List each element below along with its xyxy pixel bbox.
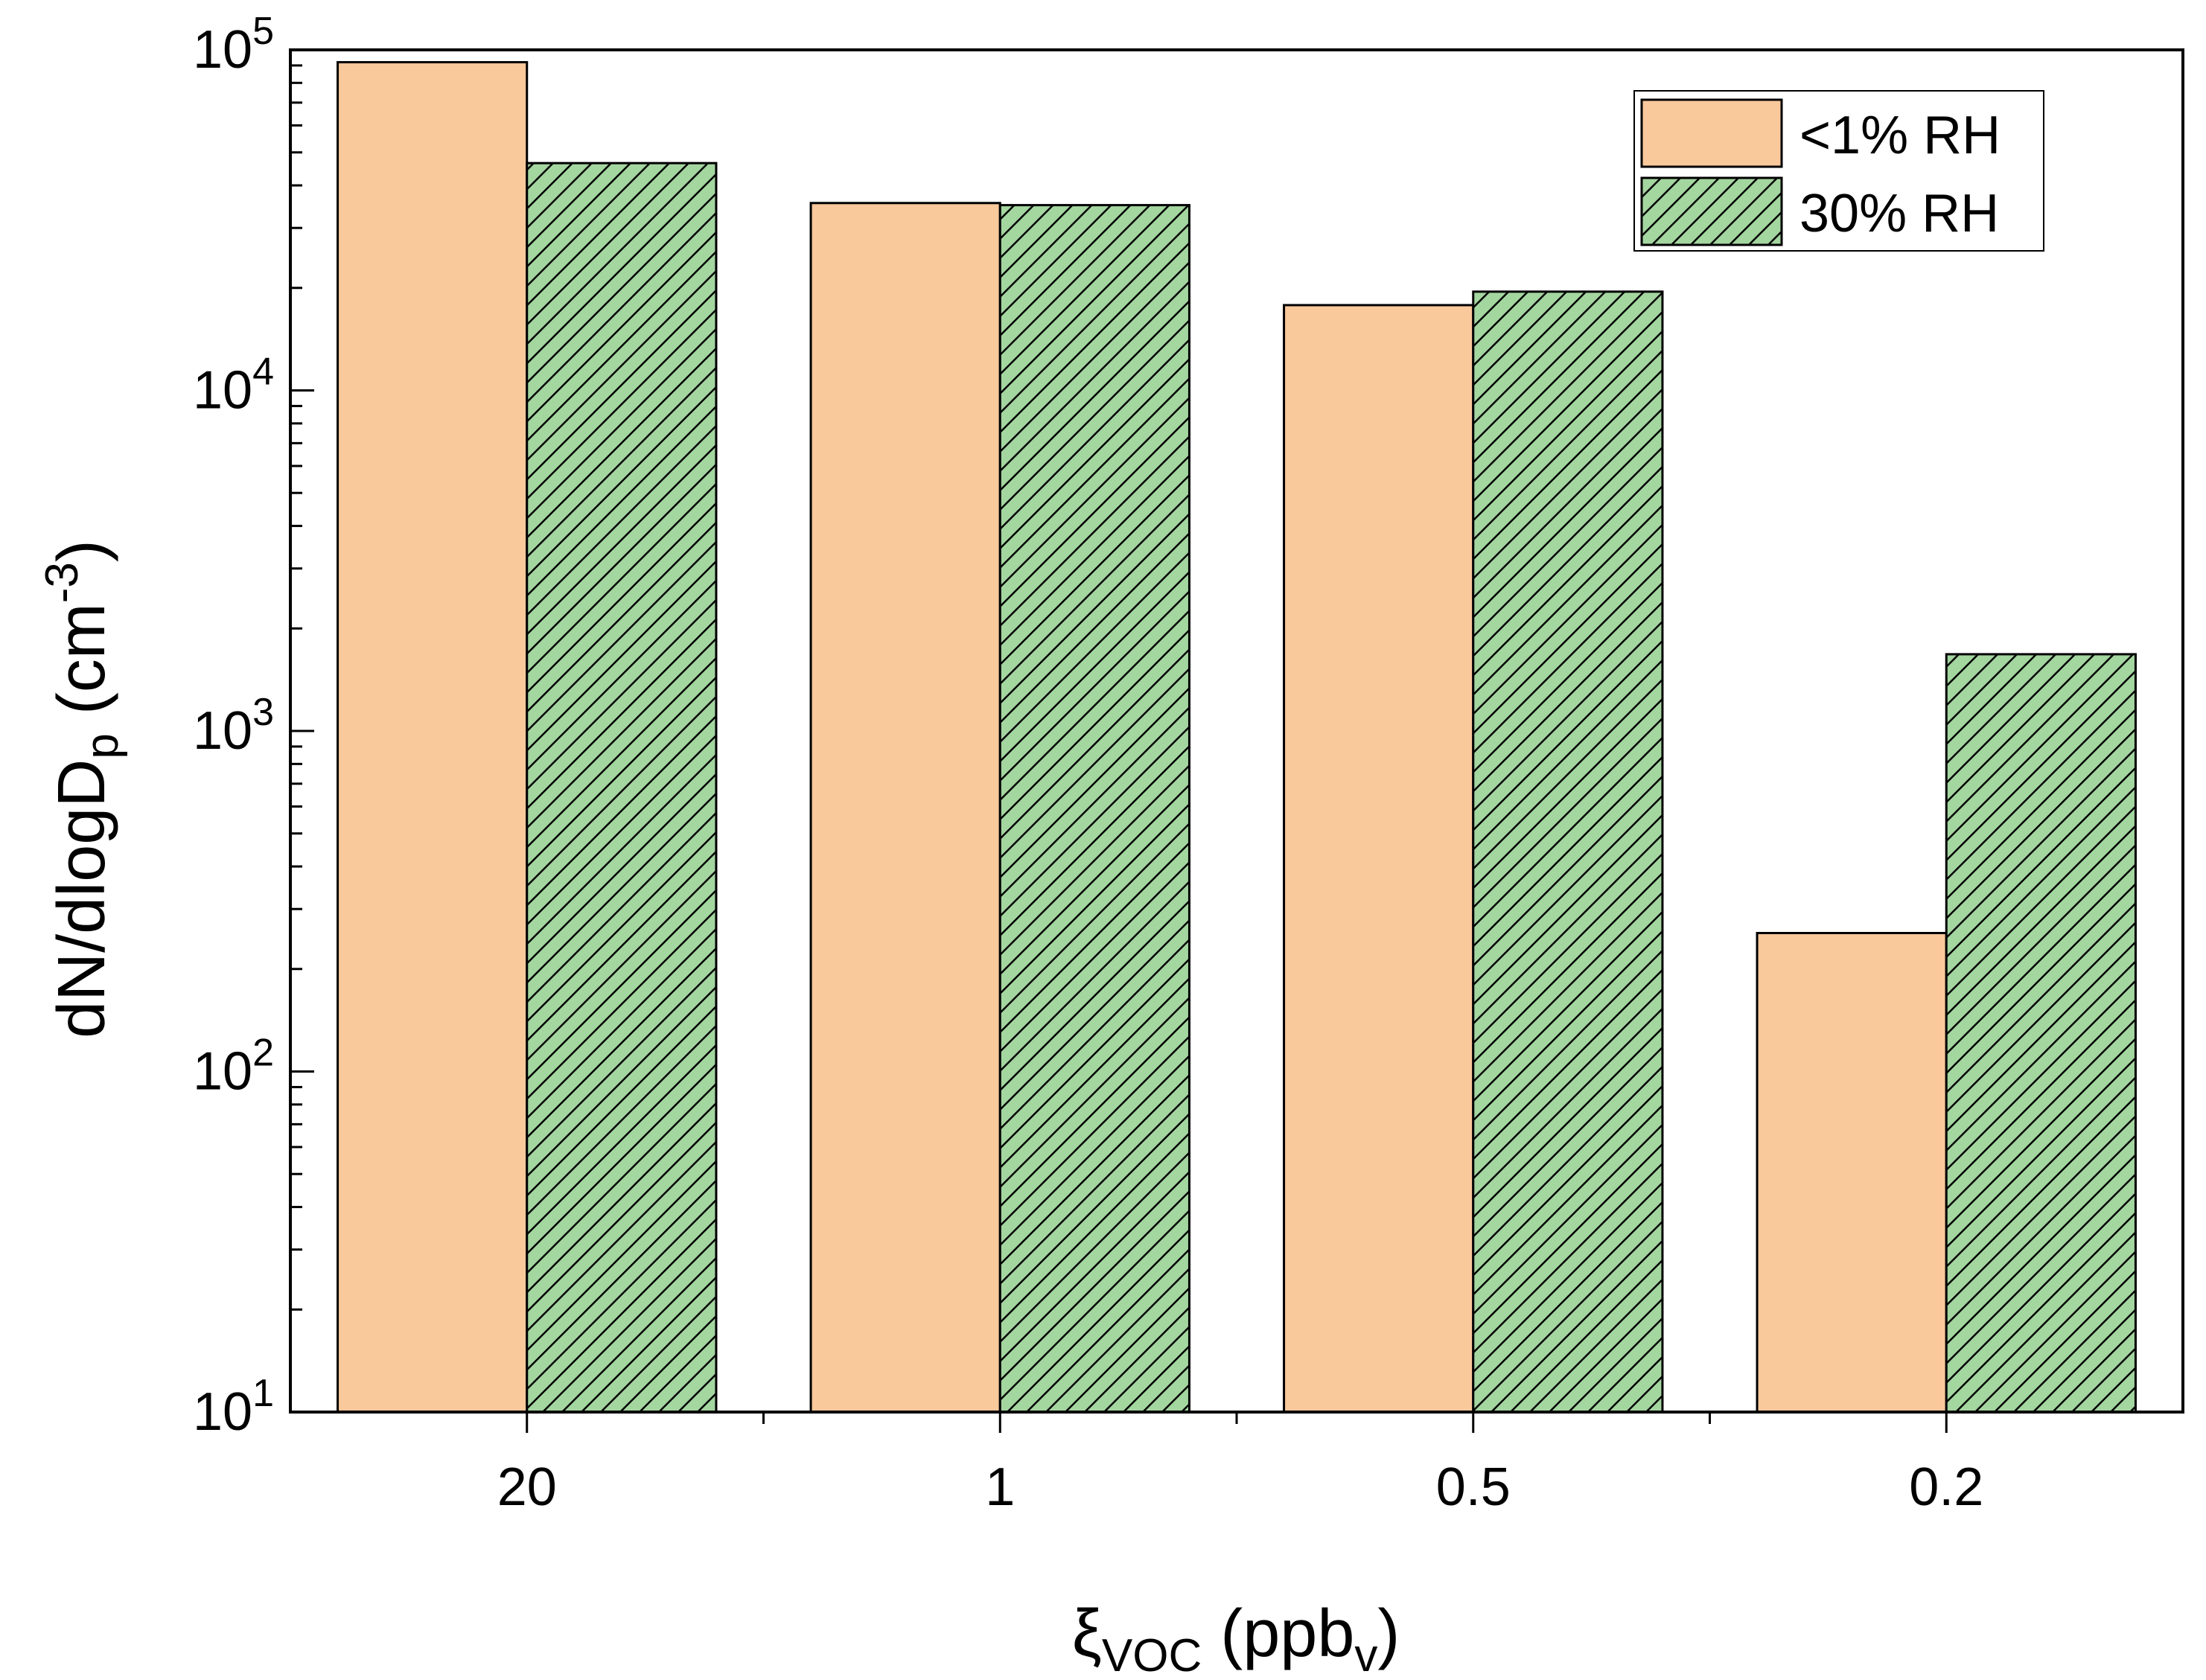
- y-tick-label: 102: [193, 1032, 274, 1102]
- x-tick-label: 1: [985, 1457, 1015, 1517]
- bars-layer: [337, 61, 2137, 1414]
- legend-label-humid: 30% RH: [1799, 184, 1999, 243]
- axes-layer: 101 102 103 104 105 20 1 0.5 0.2: [193, 10, 2184, 1517]
- bar-humid-0.2: [1945, 653, 2137, 1414]
- legend-label-dry: <1% RH: [1799, 106, 2001, 165]
- legend-swatch-humid: [1640, 176, 1783, 246]
- bar-humid-1: [998, 204, 1190, 1414]
- y-tick-label: 105: [193, 10, 274, 80]
- x-tick-label: 0.5: [1436, 1457, 1511, 1517]
- y-axis-title: dN/dlogDp (cm-3): [36, 540, 128, 1038]
- legend: <1% RH 30% RH: [1633, 90, 2044, 252]
- bar-humid-20: [526, 162, 718, 1414]
- y-tick-label: 104: [193, 351, 274, 421]
- x-tick-label: 0.2: [1909, 1457, 1983, 1517]
- bar-dry-1: [809, 202, 1001, 1414]
- legend-swatch-dry: [1640, 98, 1783, 168]
- x-tick-label: 20: [497, 1457, 557, 1517]
- bar-dry-20: [337, 61, 529, 1414]
- bar-dry-0.2: [1756, 932, 1948, 1414]
- y-tick-label: 103: [193, 691, 274, 761]
- bar-humid-0.5: [1472, 290, 1664, 1414]
- x-axis-title: ξVOC (ppbv): [1072, 1597, 1400, 1680]
- y-tick-label: 101: [193, 1372, 274, 1442]
- bar-dry-0.5: [1283, 304, 1475, 1414]
